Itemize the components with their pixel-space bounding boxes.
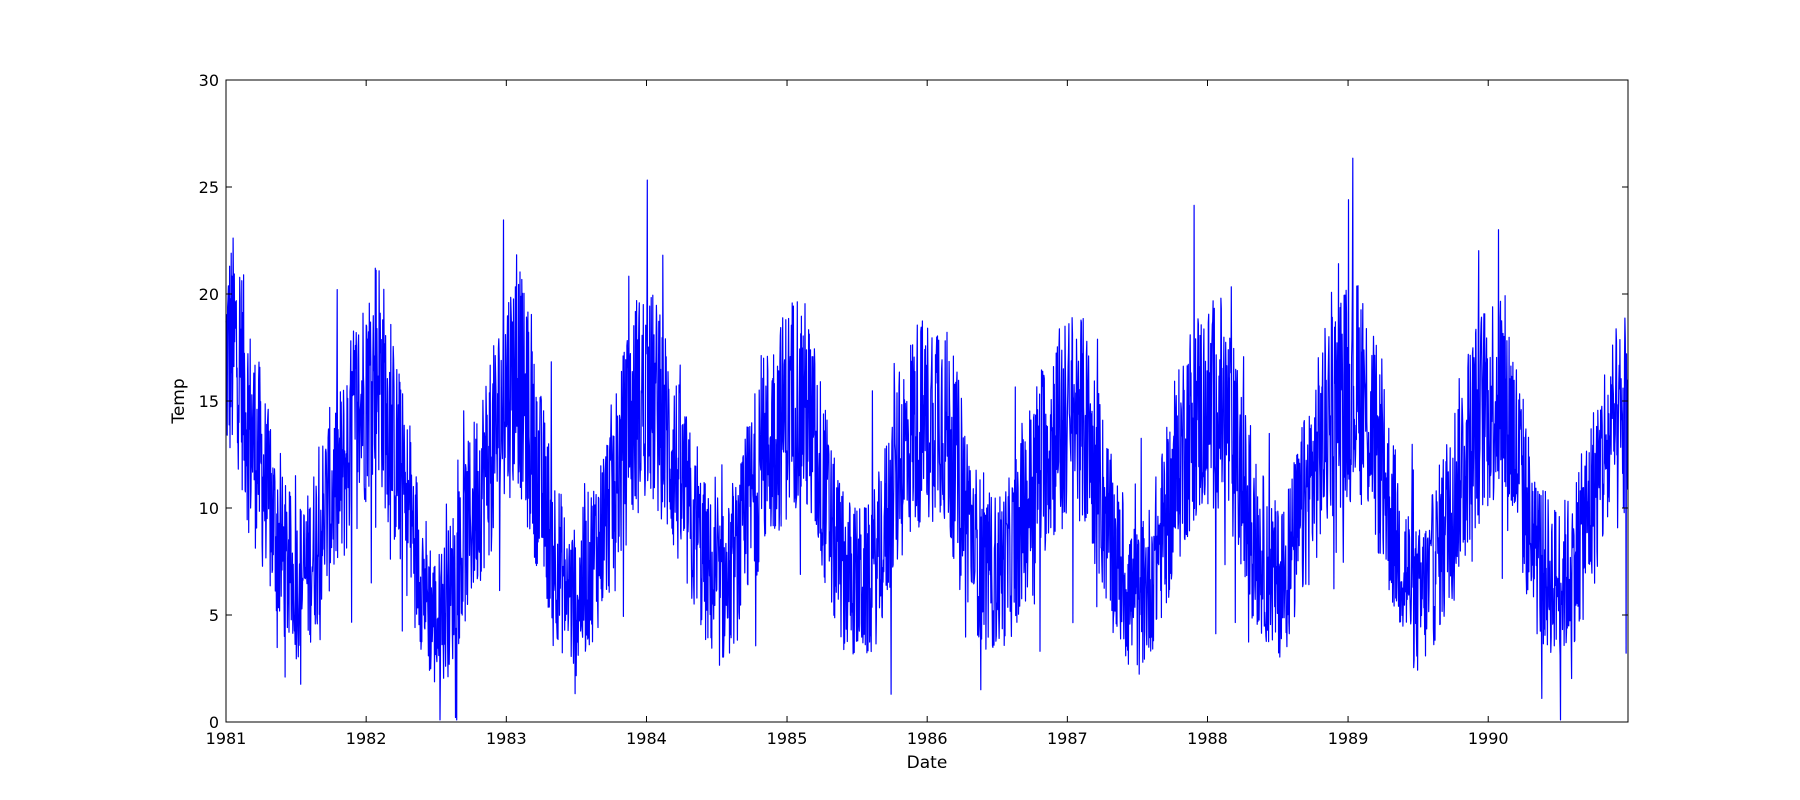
x-tick-label: 1986 bbox=[907, 729, 948, 748]
x-tick-label: 1989 bbox=[1328, 729, 1369, 748]
series-line-0 bbox=[225, 157, 1629, 721]
x-tick-label: 1990 bbox=[1468, 729, 1509, 748]
x-tick-label: 1987 bbox=[1047, 729, 1088, 748]
y-tick-label: 10 bbox=[199, 499, 219, 518]
x-tick-label: 1985 bbox=[767, 729, 808, 748]
y-tick-label: 25 bbox=[199, 178, 219, 197]
x-tick-label: 1982 bbox=[346, 729, 387, 748]
x-tick-label: 1981 bbox=[206, 729, 247, 748]
ticks-layer: 0 5 10 15 20 25 30 1981 1982 1983 1984 1985 1986 1987… bbox=[199, 71, 1628, 748]
y-tick-label: 5 bbox=[209, 606, 219, 625]
x-tick-label: 1988 bbox=[1187, 729, 1228, 748]
y-tick-label: 30 bbox=[199, 71, 219, 90]
series-layer bbox=[225, 157, 1629, 721]
y-tick-label: 15 bbox=[199, 392, 219, 411]
x-tick-label: 1983 bbox=[486, 729, 527, 748]
y-tick-label: 20 bbox=[199, 285, 219, 304]
x-tick-label: 1984 bbox=[626, 729, 667, 748]
y-axis-label: Temp bbox=[169, 378, 189, 424]
x-axis-label: Date bbox=[907, 753, 948, 773]
y-tick-label: 0 bbox=[209, 713, 219, 732]
